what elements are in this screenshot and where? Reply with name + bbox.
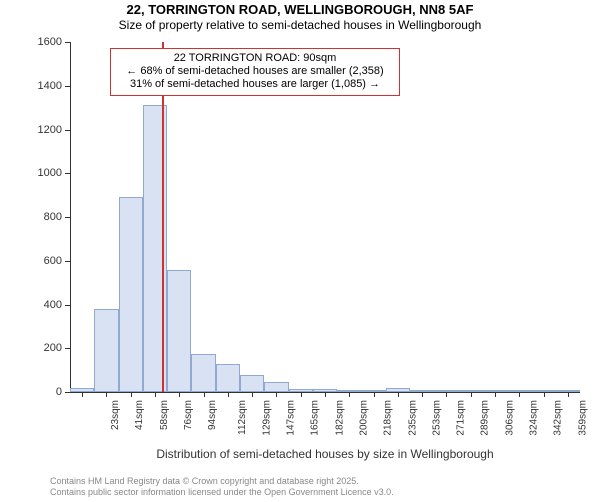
xtick-mark [179, 392, 180, 397]
ytick-mark [65, 261, 70, 262]
xtick-label: 129sqm [261, 400, 272, 436]
xtick-label: 76sqm [183, 400, 194, 430]
source-line1: Contains HM Land Registry data © Crown c… [50, 476, 394, 487]
xtick-label: 41sqm [134, 400, 145, 430]
ytick-label: 1400 [30, 80, 62, 92]
xtick-mark [106, 392, 107, 397]
xtick-label: 359sqm [577, 400, 588, 436]
xtick-mark [495, 392, 496, 397]
xtick-mark [422, 392, 423, 397]
xtick-label: 112sqm [236, 400, 247, 435]
ytick-mark [65, 86, 70, 87]
xtick-label: 58sqm [159, 400, 170, 430]
histogram-bar [94, 309, 118, 392]
xtick-mark [568, 392, 569, 397]
ytick-mark [65, 173, 70, 174]
xtick-mark [349, 392, 350, 397]
xtick-label: 235sqm [407, 400, 418, 436]
xtick-label: 253sqm [431, 400, 442, 436]
ytick-mark [65, 217, 70, 218]
xtick-label: 147sqm [286, 400, 297, 436]
ytick-label: 800 [30, 211, 62, 223]
ytick-label: 600 [30, 255, 62, 267]
ytick-label: 400 [30, 299, 62, 311]
xtick-label: 165sqm [310, 400, 321, 436]
annotation-line2: ← 68% of semi-detached houses are smalle… [117, 65, 393, 78]
xtick-mark [82, 392, 83, 397]
xtick-mark [228, 392, 229, 397]
annotation-line3: 31% of semi-detached houses are larger (… [117, 78, 393, 91]
chart-title-main: 22, TORRINGTON ROAD, WELLINGBOROUGH, NN8… [0, 2, 600, 17]
x-axis-label: Distribution of semi-detached houses by … [70, 447, 580, 461]
xtick-label: 271sqm [456, 400, 467, 436]
histogram-bar [216, 364, 240, 392]
ytick-mark [65, 392, 70, 393]
histogram-bar [119, 197, 143, 392]
histogram-bar [240, 375, 264, 393]
xtick-mark [155, 392, 156, 397]
ytick-label: 1600 [30, 36, 62, 48]
annotation-box: 22 TORRINGTON ROAD: 90sqm ← 68% of semi-… [110, 48, 400, 96]
xtick-mark [252, 392, 253, 397]
xtick-label: 324sqm [529, 400, 540, 436]
ytick-mark [65, 130, 70, 131]
xtick-mark [446, 392, 447, 397]
histogram-bar [167, 270, 191, 393]
xtick-label: 23sqm [110, 400, 121, 430]
xtick-mark [471, 392, 472, 397]
source-line2: Contains public sector information licen… [50, 487, 394, 498]
xtick-mark [398, 392, 399, 397]
ytick-mark [65, 42, 70, 43]
xtick-label: 289sqm [480, 400, 491, 436]
xtick-mark [325, 392, 326, 397]
xtick-mark [374, 392, 375, 397]
xtick-label: 94sqm [207, 400, 218, 430]
ytick-mark [65, 348, 70, 349]
ytick-label: 1200 [30, 124, 62, 136]
histogram-bar [264, 382, 288, 392]
xtick-label: 200sqm [359, 400, 370, 436]
ytick-label: 0 [30, 386, 62, 398]
y-axis-line [70, 42, 71, 392]
xtick-mark [544, 392, 545, 397]
ytick-label: 200 [30, 342, 62, 354]
ytick-mark [65, 305, 70, 306]
xtick-label: 218sqm [383, 400, 394, 436]
histogram-bar [191, 354, 215, 392]
xtick-mark [131, 392, 132, 397]
annotation-line1: 22 TORRINGTON ROAD: 90sqm [117, 52, 393, 65]
ytick-label: 1000 [30, 167, 62, 179]
xtick-mark [204, 392, 205, 397]
xtick-label: 182sqm [334, 400, 345, 436]
xtick-mark [276, 392, 277, 397]
xtick-label: 306sqm [504, 400, 515, 436]
xtick-mark [301, 392, 302, 397]
chart-title-sub: Size of property relative to semi-detach… [0, 18, 600, 32]
xtick-label: 342sqm [553, 400, 564, 436]
xtick-mark [519, 392, 520, 397]
source-text: Contains HM Land Registry data © Crown c… [50, 476, 394, 498]
